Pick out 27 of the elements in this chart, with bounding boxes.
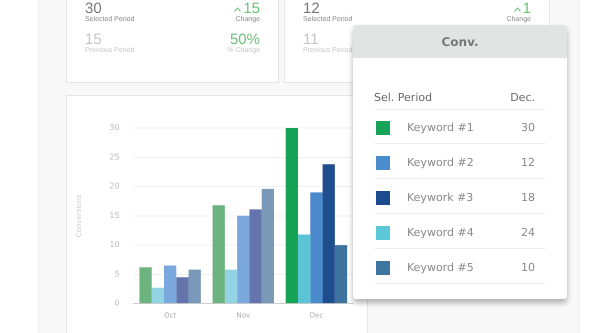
y-tick-label: 20 (109, 182, 120, 191)
y-tick-label: 25 (109, 152, 120, 162)
text: Conv. (353, 25, 567, 58)
text: 24 (521, 226, 535, 239)
text: 50% (230, 31, 260, 48)
text: Dec. (510, 91, 535, 104)
y-tick-label: 15 (109, 210, 120, 220)
text: Sel. Period (374, 91, 432, 104)
text: 11 (303, 31, 319, 48)
text: 12 (521, 156, 535, 169)
text: 12 (303, 0, 320, 17)
text: Keyword #4 (407, 226, 474, 239)
y-tick-label: 30 (109, 123, 120, 132)
y-tick-label: 5 (114, 269, 120, 278)
text: Keyword #2 (407, 156, 474, 169)
text: 30 (521, 121, 535, 134)
y-tick-label: 10 (109, 240, 120, 250)
text: Keyword #5 (407, 261, 474, 274)
text: Keywork #3 (407, 191, 474, 204)
text: 10 (521, 261, 535, 274)
y-tick-label: 0 (114, 298, 120, 308)
text: 1 (522, 0, 531, 17)
text: 15 (243, 0, 260, 17)
text: 18 (521, 191, 535, 204)
text: 30 (85, 0, 102, 17)
text: Keyword #1 (407, 121, 474, 134)
text: 15 (85, 31, 102, 48)
